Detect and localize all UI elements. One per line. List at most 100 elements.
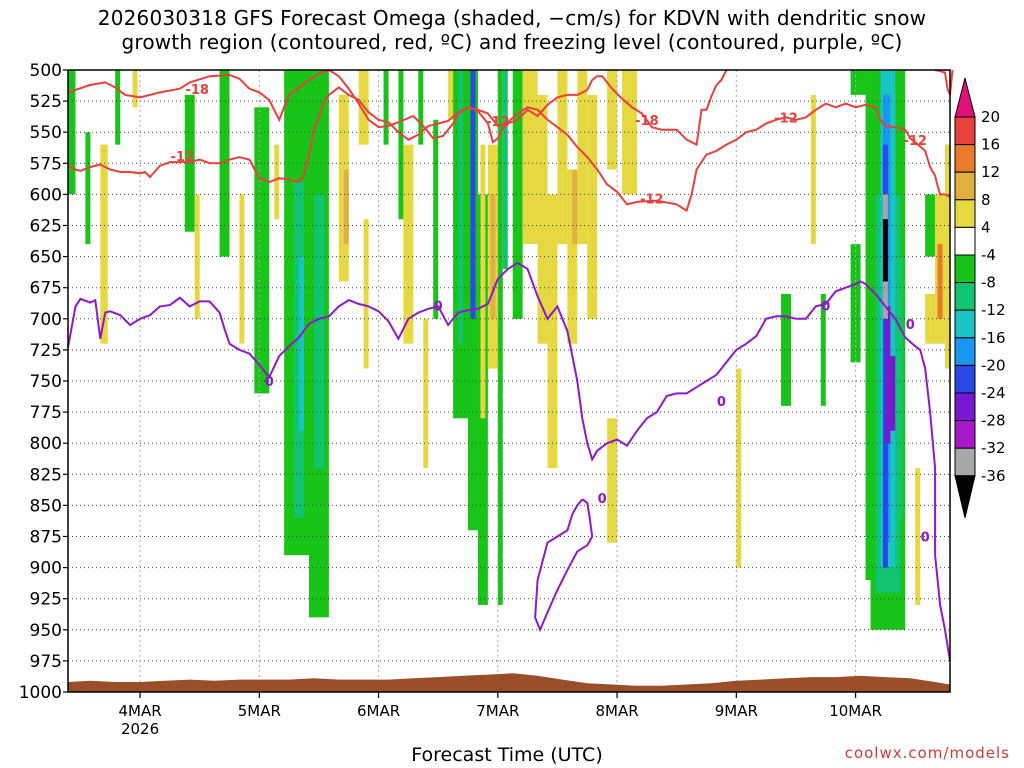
omega-region (68, 70, 76, 195)
freezing-level-line (67, 261, 951, 662)
omega-region (572, 169, 578, 245)
y-tick-label: 675 (30, 279, 62, 299)
omega-region (915, 468, 921, 605)
dendritic-contour-line (67, 68, 728, 147)
colorbar-top-arrow (954, 77, 976, 118)
colorbar-swatch (954, 171, 976, 201)
chart-title: 2026030318 GFS Forecast Omega (shaded, −… (0, 6, 1024, 54)
omega-region (274, 144, 280, 220)
colorbar-label: 12 (981, 163, 1000, 181)
y-tick-label: 725 (30, 341, 62, 361)
colorbar-label: 16 (981, 136, 1000, 154)
x-tick-label: 10MAR (829, 702, 882, 720)
x-tick-label: 6MAR (357, 702, 400, 720)
x-tick-label: 9MAR (715, 702, 758, 720)
colorbar-swatch (954, 420, 976, 449)
colorbar-label: -36 (981, 467, 1006, 485)
omega-region (607, 418, 618, 543)
colorbar-swatch (954, 199, 976, 228)
y-tick-label: 850 (30, 496, 62, 516)
contour-label: -12 (774, 112, 798, 127)
contour-label: -18 (185, 83, 209, 98)
colorbar-label: -16 (981, 329, 1006, 347)
x-tick-label: 7MAR (476, 702, 519, 720)
contour-label: -12 (903, 134, 927, 149)
omega-region (937, 244, 943, 319)
x-tick-label: 5MAR (238, 702, 281, 720)
omega-region (383, 70, 389, 145)
y-tick-label: 925 (30, 590, 62, 610)
colorbar-label: -8 (981, 274, 996, 292)
omega-region (480, 144, 486, 419)
colorbar-label: 4 (981, 218, 991, 236)
y-tick-label: 750 (30, 372, 62, 392)
omega-region (925, 194, 936, 257)
omega-region (810, 94, 816, 245)
y-tick-label: 800 (30, 434, 62, 454)
omega-region (885, 306, 891, 444)
omega-region (343, 169, 349, 245)
omega-region (781, 293, 791, 406)
contour-label: 0 (598, 492, 607, 507)
omega-region (607, 70, 618, 170)
omega-region (132, 70, 138, 108)
y-tick-label: 500 (30, 61, 62, 81)
colorbar-swatch (954, 364, 976, 394)
y-tick-label: 1000 (19, 683, 62, 703)
x-axis-title: Forecast Time (UTC) (411, 744, 603, 766)
contour-label: -18 (635, 114, 659, 129)
omega-region (363, 219, 369, 369)
contour-label: 0 (265, 375, 274, 390)
colorbar-label: -28 (981, 412, 1006, 430)
chart-title-line-2: growth region (contoured, red, ºC) and f… (121, 30, 903, 54)
dendritic-contour-line (67, 86, 951, 213)
colorbar-swatch (954, 226, 976, 256)
colorbar-swatch (954, 116, 976, 146)
omega-region (115, 70, 121, 145)
omega-region (850, 244, 861, 363)
omega-region (895, 256, 903, 518)
x-tick-label: 8MAR (595, 702, 638, 720)
omega-region (945, 144, 950, 369)
colorbar-swatch (954, 144, 976, 173)
contour-label: -12 (640, 192, 664, 207)
y-tick-label: 825 (30, 465, 62, 485)
omega-region (882, 194, 888, 220)
y-tick-label: 950 (30, 621, 62, 641)
omega-region (194, 194, 200, 319)
omega-region (557, 70, 568, 245)
terrain-layer (68, 673, 950, 692)
omega-region (433, 119, 439, 319)
colorbar-label: -4 (981, 246, 996, 264)
colorbar-label: -20 (981, 356, 1006, 374)
y-tick-label: 525 (30, 92, 62, 112)
omega-region (184, 94, 195, 232)
chart-title-line-1: 2026030318 GFS Forecast Omega (shaded, −… (97, 6, 927, 30)
contour-label: -12 (486, 115, 510, 130)
y-tick-label: 625 (30, 217, 62, 237)
omega-region (736, 368, 742, 568)
y-tick-label: 775 (30, 403, 62, 423)
contour-label: 0 (906, 318, 915, 333)
omega-region (882, 281, 888, 319)
y-tick-label: 575 (30, 154, 62, 174)
y-tick-label: 975 (30, 652, 62, 672)
colorbar-swatch (954, 337, 976, 366)
omega-region (239, 194, 245, 344)
omega-region (890, 356, 896, 431)
omega-region (85, 132, 91, 245)
y-tick-label: 900 (30, 559, 62, 579)
contour-layer (67, 68, 954, 662)
omega-region (254, 107, 270, 394)
omega-region (865, 70, 876, 95)
y-tick-label: 700 (30, 310, 62, 330)
colorbar: 20 16 12 8 4 -4 -8 -12 -16 -20 -24 -28 -32 -36 (954, 77, 1006, 518)
colorbar-swatch (954, 392, 976, 422)
colorbar-label: 8 (981, 191, 991, 209)
omega-region (587, 94, 598, 319)
colorbar-swatch (954, 282, 976, 311)
x-tick-label: 4MAR (118, 702, 161, 720)
omega-region (100, 144, 108, 344)
omega-region (537, 94, 548, 344)
colorbar-bottom-arrow (954, 475, 976, 518)
